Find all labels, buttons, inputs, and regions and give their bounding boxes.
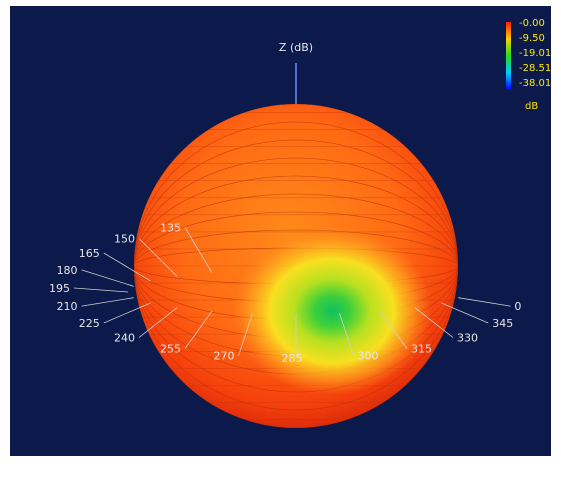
azimuth-label: 0: [514, 300, 521, 313]
azimuth-label: 270: [214, 350, 235, 363]
colorbar-tick-label: -38.01: [519, 78, 551, 89]
azimuth-label: 180: [57, 264, 78, 277]
azimuth-tick: [103, 252, 151, 282]
colorbar-tick-label: -19.01: [519, 48, 551, 59]
azimuth-label: 345: [492, 317, 513, 330]
azimuth-label: 315: [411, 343, 432, 356]
azimuth-label: 300: [357, 350, 378, 363]
azimuth-label: 255: [160, 343, 181, 356]
colorbar-tick-label: -28.51: [519, 63, 551, 74]
azimuth-tick: [414, 307, 454, 338]
z-axis-label: Z (dB): [279, 41, 313, 54]
azimuth-tick: [103, 302, 151, 324]
azimuth-tick: [184, 310, 213, 349]
azimuth-tick: [81, 269, 134, 287]
azimuth-tick: [81, 297, 134, 307]
azimuth-tick: [339, 313, 354, 356]
mesh-meridian: [134, 139, 458, 393]
colorbar: [506, 22, 511, 90]
plot-frame: Z (dB) 0 345 330 315 300 285 270 255 240 225 210 19…: [10, 6, 551, 456]
azimuth-label: 225: [79, 317, 100, 330]
azimuth-label: 330: [457, 331, 478, 344]
azimuth-tick: [138, 238, 178, 277]
azimuth-tick: [238, 313, 253, 356]
colorbar-tick-label: -0.00: [519, 18, 545, 29]
azimuth-tick: [138, 307, 178, 338]
azimuth-label: 135: [160, 221, 181, 234]
azimuth-label: 210: [57, 300, 78, 313]
azimuth-tick: [379, 310, 408, 349]
mesh-meridian: [134, 121, 458, 411]
azimuth-label: 195: [49, 282, 70, 295]
pattern-null-region: [232, 227, 432, 395]
azimuth-label: 285: [282, 352, 303, 365]
azimuth-label: 165: [79, 247, 100, 260]
azimuth-label: 240: [114, 331, 135, 344]
colorbar-unit: dB: [525, 101, 538, 112]
azimuth-label: 150: [114, 233, 135, 246]
colorbar-ticks: -0.00 -9.50 -19.01 -28.51 -38.01: [519, 18, 551, 89]
azimuth-tick: [184, 227, 213, 274]
mesh-meridian: [134, 121, 458, 411]
azimuth-tick: [441, 302, 489, 324]
mesh-meridian: [134, 139, 458, 393]
azimuth-tick: [73, 287, 129, 293]
azimuth-tick: [458, 297, 511, 307]
colorbar-tick-label: -9.50: [519, 33, 545, 44]
